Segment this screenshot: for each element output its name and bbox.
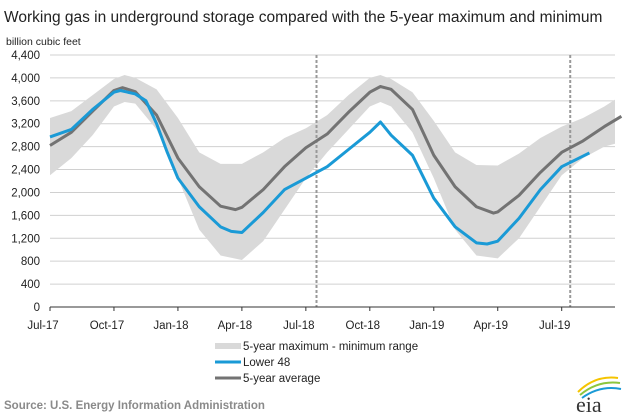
x-tick-label: Jan-19 [409,320,444,332]
chart-title: Working gas in underground storage compa… [4,9,602,26]
source-note: Source: U.S. Energy Information Administ… [4,400,265,412]
y-tick-label: 3,600 [11,96,40,108]
eia-logo: eia [576,376,622,415]
x-tick-label: Apr-19 [473,320,508,332]
y-axis-label: billion cubic feet [6,36,81,48]
y-tick-label: 800 [21,256,40,268]
svg-text:eia: eia [576,392,602,415]
legend-label-average: 5-year average [243,373,320,385]
y-tick-label: 0 [34,302,40,314]
y-tick-label: 2,000 [11,187,40,199]
legend-label-range: 5-year maximum - minimum range [243,341,418,353]
x-tick-label: Oct-17 [90,320,125,332]
series-line-lower-48 [49,89,591,246]
x-tick-label: Oct-18 [346,320,381,332]
y-tick-label: 1,600 [11,210,40,222]
x-tick-label: Jul-19 [539,320,570,332]
range-band [50,75,615,261]
x-tick-label: Apr-18 [218,320,253,332]
y-tick-label: 3,200 [11,119,40,131]
x-tick-label: Jul-17 [27,320,58,332]
y-tick-label: 400 [21,279,40,291]
x-tick-label: Jan-18 [153,320,188,332]
y-tick-label: 4,000 [11,73,40,85]
legend: 5-year maximum - minimum range Lower 48 … [215,341,418,385]
y-tick-label: 2,800 [11,142,40,154]
legend-swatch-range [215,343,241,349]
y-tick-label: 4,400 [11,50,40,62]
y-tick-label: 1,200 [11,233,40,245]
x-tick-label: Jul-18 [283,320,314,332]
legend-label-lower48: Lower 48 [243,357,290,369]
y-tick-label: 2,400 [11,165,40,177]
